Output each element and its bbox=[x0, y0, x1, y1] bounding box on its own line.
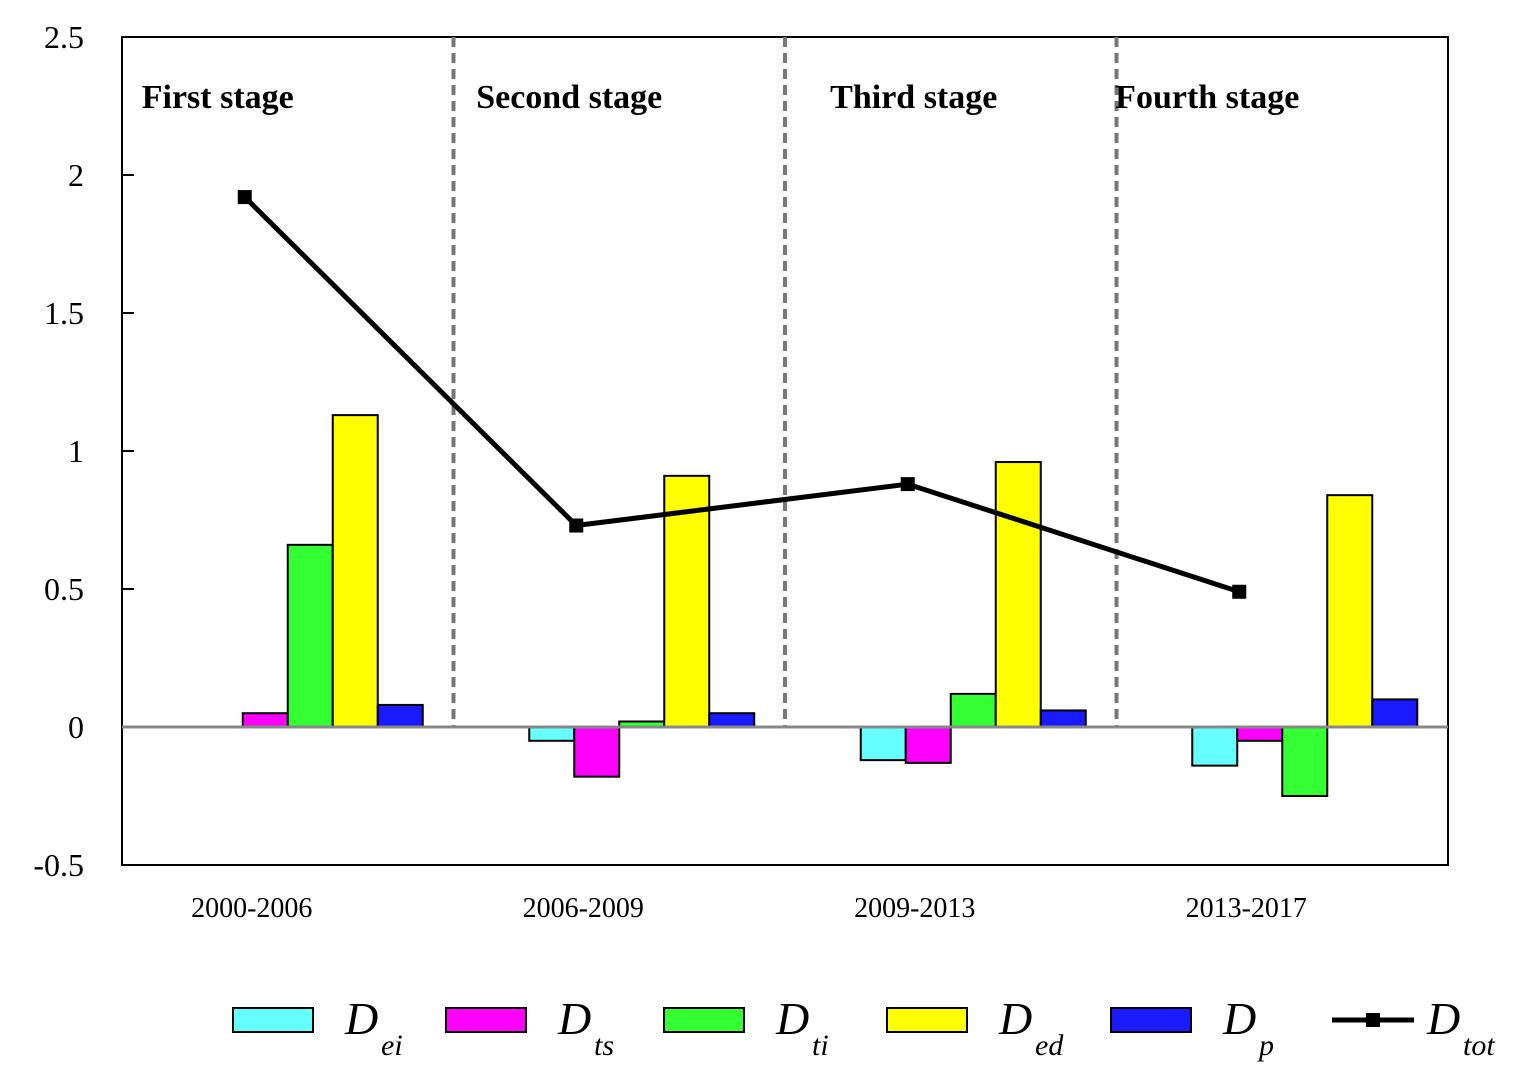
y-tick-label: 0.5 bbox=[44, 571, 84, 607]
bar-Dts-2013-2017 bbox=[1236, 726, 1284, 742]
bar-Dti-2013-2017 bbox=[1281, 726, 1329, 797]
bar-Ded-2013-2017 bbox=[1326, 494, 1374, 728]
y-tick-label: 1.5 bbox=[44, 295, 84, 331]
y-tick-label: -0.5 bbox=[33, 847, 84, 883]
legend-sub-Ded: ed bbox=[1035, 1029, 1064, 1062]
bar-Ded-2000-2006 bbox=[331, 414, 379, 728]
legend-marker-Dtot bbox=[1366, 1013, 1380, 1027]
legend-swatch-Ded bbox=[886, 1007, 968, 1033]
bar-Dts-2006-2009 bbox=[573, 726, 621, 778]
legend-label-Dei: D bbox=[344, 993, 378, 1044]
x-tick-label: 2009-2013 bbox=[854, 893, 975, 924]
legend-sub-Dp: p bbox=[1257, 1029, 1274, 1062]
legend-sub-Dts: ts bbox=[594, 1029, 614, 1062]
legend-label-Dtot: D bbox=[1426, 993, 1460, 1044]
legend-swatch-Dti bbox=[663, 1007, 745, 1033]
marker-Dtot-2000-2006 bbox=[237, 190, 252, 205]
y-tick-label: 1 bbox=[68, 433, 84, 469]
marker-Dtot-2009-2013 bbox=[900, 477, 915, 492]
plot-area: -0.5 0 0.5 1 1.5 2 2.5 2000-2006 First stage 2006… bbox=[33, 19, 1449, 924]
legend-label-Dp: D bbox=[1222, 993, 1256, 1044]
bar-Dei-2006-2009 bbox=[528, 726, 576, 742]
marker-Dtot-2006-2009 bbox=[569, 518, 584, 533]
bar-Dp-2000-2006 bbox=[376, 703, 424, 728]
bar-Dts-2000-2006 bbox=[241, 712, 289, 729]
legend-swatch-Dp bbox=[1110, 1007, 1192, 1033]
x-tick-label: 2006-2009 bbox=[523, 893, 644, 924]
y-tick-label: 2 bbox=[68, 157, 84, 193]
bar-Dti-2000-2006 bbox=[286, 543, 334, 729]
x-tick-label: 2000-2006 bbox=[191, 893, 312, 924]
legend-swatch-Dei bbox=[232, 1007, 314, 1033]
legend-label-Dti: D bbox=[775, 993, 809, 1044]
stage-label: First stage bbox=[142, 79, 294, 116]
line-Dtot bbox=[242, 195, 1241, 595]
legend-sub-Dei: ei bbox=[381, 1029, 403, 1062]
legend-label-Dts: D bbox=[557, 993, 591, 1044]
bar-Dti-2009-2013 bbox=[949, 692, 997, 729]
x-tick-label: 2013-2017 bbox=[1186, 893, 1307, 924]
bar-Dei-2013-2017 bbox=[1191, 726, 1239, 767]
stage-label: Third stage bbox=[830, 79, 997, 116]
bar-Dp-2006-2009 bbox=[708, 712, 756, 729]
stage-label: Second stage bbox=[476, 79, 662, 116]
bar-Dp-2013-2017 bbox=[1371, 698, 1419, 729]
legend-sub-Dti: ti bbox=[812, 1029, 829, 1062]
y-tick-label: 2.5 bbox=[44, 19, 84, 55]
legend-label-Ded: D bbox=[998, 993, 1032, 1044]
bar-Ded-2009-2013 bbox=[994, 461, 1042, 728]
y-tick-label: 0 bbox=[68, 709, 84, 745]
legend-sub-Dtot: tot bbox=[1463, 1029, 1495, 1062]
bar-Dts-2009-2013 bbox=[904, 726, 952, 764]
legend-swatch-Dts bbox=[445, 1007, 527, 1033]
marker-Dtot-2013-2017 bbox=[1232, 584, 1247, 599]
stage-label: Fourth stage bbox=[1115, 79, 1299, 116]
bar-Dp-2009-2013 bbox=[1039, 709, 1087, 729]
bar-Dei-2009-2013 bbox=[859, 726, 907, 762]
